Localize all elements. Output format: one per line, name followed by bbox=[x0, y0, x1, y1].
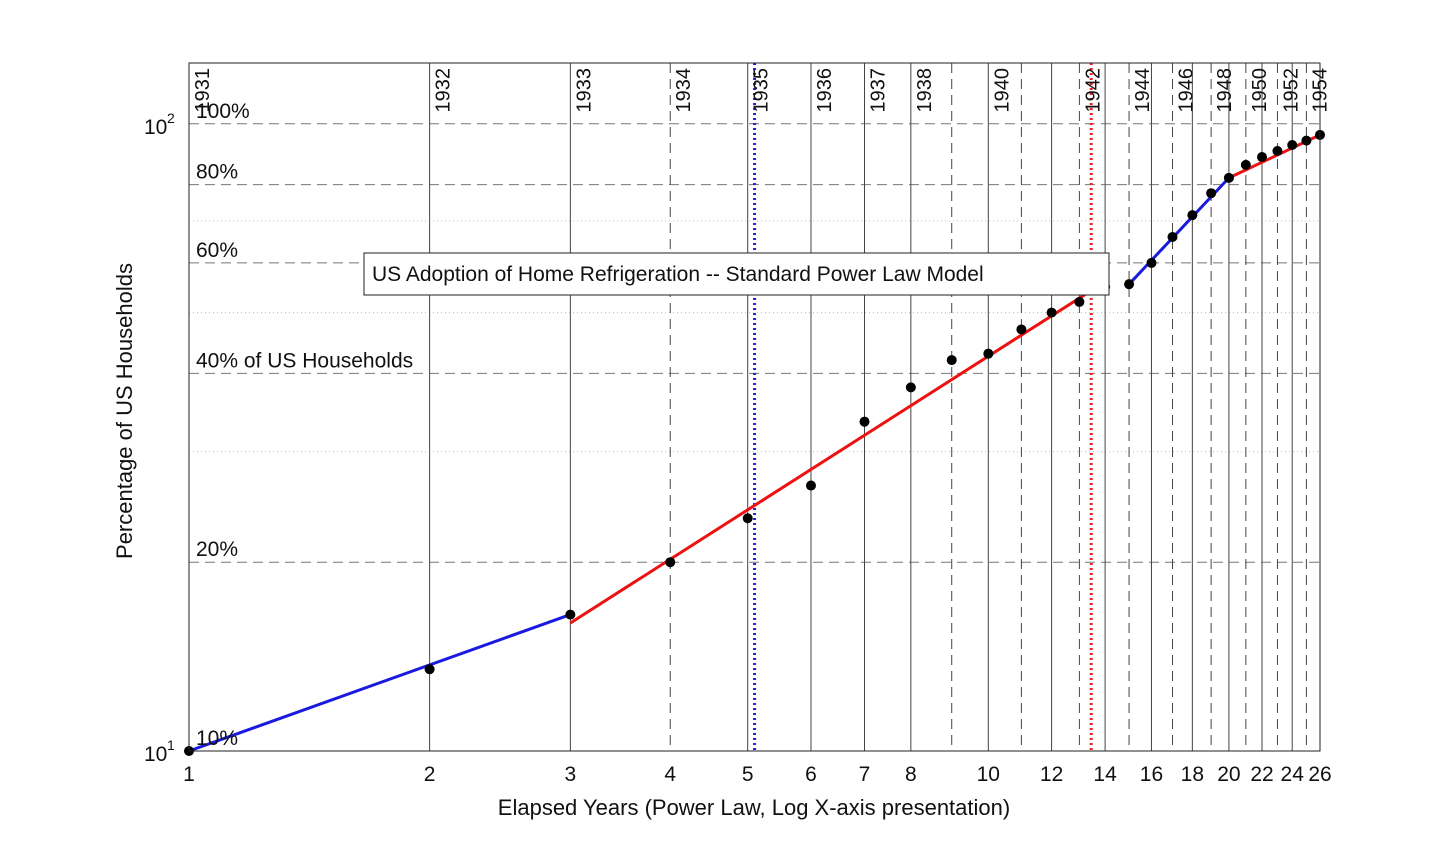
year-label: 1932 bbox=[433, 68, 455, 113]
x-tick-label: 10 bbox=[977, 763, 1000, 786]
y-tick-exponent: 1 bbox=[167, 737, 175, 753]
data-point bbox=[424, 664, 435, 675]
year-label: 1954 bbox=[1309, 68, 1331, 113]
x-tick-label: 6 bbox=[805, 763, 817, 786]
chart-title-box: US Adoption of Home Refrigeration -- Sta… bbox=[363, 252, 1110, 296]
data-point bbox=[665, 557, 676, 568]
data-point bbox=[983, 348, 994, 359]
vertical-markers bbox=[753, 63, 1093, 751]
x-axis-label: Elapsed Years (Power Law, Log X-axis pre… bbox=[498, 795, 1010, 820]
data-point bbox=[1272, 145, 1283, 156]
data-point bbox=[1301, 135, 1312, 146]
year-label: 1952 bbox=[1280, 68, 1302, 113]
chart-title-frame bbox=[363, 252, 1110, 296]
year-label: 1946 bbox=[1176, 68, 1198, 113]
data-point bbox=[805, 480, 816, 491]
plot-frame bbox=[188, 62, 1321, 752]
y-tick-exponent: 2 bbox=[167, 110, 175, 126]
year-label: 1936 bbox=[814, 68, 836, 113]
year-label: 1950 bbox=[1249, 68, 1271, 113]
percent-label: 60% bbox=[196, 239, 238, 262]
year-label: 1931 bbox=[192, 68, 214, 113]
x-tick-label: 18 bbox=[1181, 763, 1204, 786]
x-tick-label: 4 bbox=[664, 763, 676, 786]
year-label: 1935 bbox=[751, 68, 773, 113]
percent-label: 100% bbox=[196, 100, 250, 123]
y-tick-base: 10 bbox=[144, 116, 167, 139]
x-tick-label: 8 bbox=[905, 763, 917, 786]
data-point bbox=[1146, 257, 1157, 268]
data-point bbox=[905, 382, 916, 393]
x-tick-label: 26 bbox=[1308, 763, 1331, 786]
y-tick-label: 10 2 bbox=[144, 110, 175, 139]
y-tick-base: 10 bbox=[144, 743, 167, 766]
data-point bbox=[742, 513, 753, 524]
y-tick-label: 10 1 bbox=[144, 737, 175, 766]
data-point bbox=[946, 355, 957, 366]
year-label: 1937 bbox=[867, 68, 889, 113]
data-point bbox=[1124, 279, 1135, 290]
data-point bbox=[1206, 188, 1217, 199]
data-point bbox=[1046, 307, 1057, 318]
fit-segment bbox=[188, 613, 571, 753]
data-point bbox=[1187, 210, 1198, 221]
x-tick-label: 2 bbox=[424, 763, 436, 786]
data-point bbox=[1287, 140, 1298, 151]
data-point bbox=[565, 609, 576, 620]
fit-segment bbox=[569, 280, 1106, 625]
year-label: 1944 bbox=[1132, 68, 1154, 113]
x-tick-label: 14 bbox=[1093, 763, 1117, 786]
x-tick-label: 7 bbox=[859, 763, 871, 786]
data-point bbox=[1240, 159, 1251, 170]
x-tick-label: 20 bbox=[1217, 763, 1240, 786]
grid-layer bbox=[188, 63, 1320, 751]
data-point bbox=[859, 416, 870, 427]
x-tick-label: 1 bbox=[183, 763, 195, 786]
year-label: 1942 bbox=[1082, 68, 1104, 113]
percent-label: 20% bbox=[196, 538, 238, 561]
x-tick-label: 3 bbox=[565, 763, 577, 786]
year-label: 1933 bbox=[573, 68, 595, 113]
year-label: 1938 bbox=[914, 68, 936, 113]
year-label: 1940 bbox=[991, 68, 1013, 113]
x-tick-label: 16 bbox=[1140, 763, 1163, 786]
data-point bbox=[1167, 231, 1178, 242]
year-label: 1948 bbox=[1214, 68, 1236, 113]
data-point bbox=[1016, 324, 1027, 335]
data-point bbox=[1223, 172, 1234, 183]
percent-label: 40% of US Households bbox=[196, 349, 413, 372]
percent-label: 80% bbox=[196, 161, 238, 184]
x-tick-label: 24 bbox=[1281, 763, 1305, 786]
data-point bbox=[1257, 152, 1268, 163]
x-tick-label: 12 bbox=[1040, 763, 1063, 786]
data-point bbox=[1074, 296, 1085, 307]
x-tick-label: 5 bbox=[742, 763, 754, 786]
x-tick-label: 22 bbox=[1250, 763, 1273, 786]
percent-label: 10% bbox=[196, 727, 238, 750]
chart-title: US Adoption of Home Refrigeration -- Sta… bbox=[372, 263, 984, 286]
year-label: 1934 bbox=[673, 68, 695, 113]
y-axis-label: Percentage of US Households bbox=[112, 263, 137, 559]
labels-layer: 1931 1932 1933 1934 1935 1936 1937 1938 1940 1942… bbox=[144, 68, 1332, 786]
